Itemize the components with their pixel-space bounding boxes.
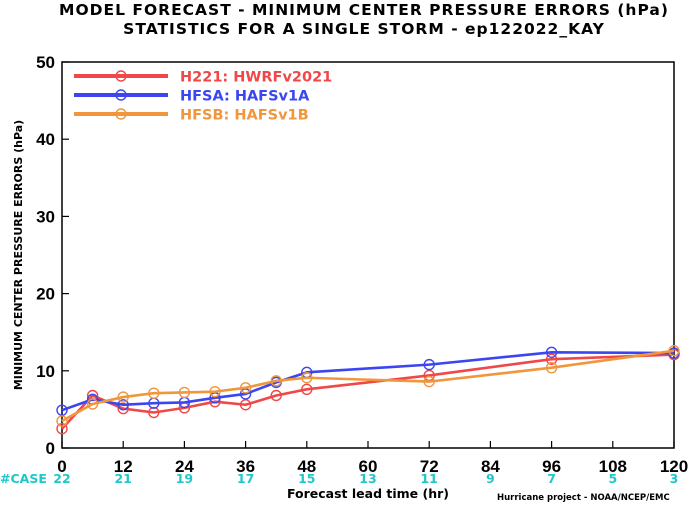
chart-title: MODEL FORECAST - MINIMUM CENTER PRESSURE…: [59, 1, 669, 19]
data-point: [270, 389, 282, 402]
legend-marker: [115, 70, 127, 82]
data-point: [178, 386, 191, 399]
data-point: [148, 387, 160, 399]
data-point: [56, 404, 68, 416]
case-count: 3: [670, 471, 679, 486]
case-count: 5: [608, 471, 617, 486]
case-count: 13: [359, 471, 376, 486]
series-layer: [56, 345, 680, 435]
data-point: [423, 375, 435, 388]
data-point: [117, 399, 129, 411]
legend-label: HFSB: HAFSv1B: [180, 108, 309, 124]
data-point: [117, 391, 129, 403]
data-point: [668, 345, 680, 357]
data-point: [270, 375, 282, 387]
case-row-label: #CASE: [0, 471, 47, 486]
legend-marker: [115, 108, 127, 120]
x-tick-label: 60: [359, 457, 378, 476]
data-point: [545, 346, 558, 358]
case-count: 17: [237, 471, 254, 486]
x-axis: 0 12 24 36 48 60 72 84 96 108 120: [57, 441, 688, 476]
x-tick-label: 72: [420, 457, 439, 476]
plot-frame: [61, 61, 675, 449]
data-point: [423, 358, 435, 371]
x-tick-label: 36: [236, 457, 255, 476]
series-line: [61, 349, 675, 423]
y-tick-label: 0: [46, 439, 55, 458]
legend-label: H221: HWRFv2021: [180, 70, 332, 86]
y-tick-label: 40: [36, 130, 55, 149]
y-tick-label: 20: [36, 285, 55, 304]
x-tick-label: 48: [297, 457, 316, 476]
case-count-row: #CASE 22 21 19 17 15 13 11 9 7 5 3: [0, 471, 678, 486]
data-point: [148, 406, 160, 419]
data-point: [239, 382, 252, 394]
x-tick-label: 120: [660, 457, 688, 476]
case-count: 7: [547, 471, 556, 486]
data-point: [301, 372, 313, 384]
data-point: [239, 399, 252, 411]
y-axis: 0 10 20 30 40 50: [36, 53, 69, 458]
legend-label: HFSA: HAFSv1A: [180, 89, 310, 105]
credit-text: Hurricane project - NOAA/NCEP/EMC: [497, 493, 670, 503]
data-point: [56, 415, 68, 427]
case-count: 22: [53, 471, 70, 486]
x-tick-label: 108: [599, 457, 627, 476]
case-count: 11: [420, 471, 437, 486]
data-point: [86, 398, 99, 410]
y-tick-label: 30: [36, 207, 55, 226]
x-tick-label: 0: [57, 457, 66, 476]
data-point: [56, 423, 68, 435]
data-point: [545, 353, 558, 365]
data-point: [209, 385, 221, 398]
data-point: [301, 383, 313, 396]
x-tick-label: 24: [175, 457, 194, 476]
case-count: 9: [486, 471, 495, 486]
x-tick-label: 12: [114, 457, 133, 476]
legend-marker: [115, 89, 127, 101]
case-count: 19: [176, 471, 193, 486]
chart-subtitle: STATISTICS FOR A SINGLE STORM - ep122022…: [123, 20, 605, 38]
case-count: 21: [114, 471, 131, 486]
y-tick-label: 50: [36, 53, 55, 72]
x-axis-label: Forecast lead time (hr): [287, 486, 449, 501]
y-axis-label: MINIMUM CENTER PRESSURE ERRORS (hPa): [12, 120, 25, 390]
data-point: [545, 362, 558, 374]
case-count: 15: [298, 471, 315, 486]
x-tick-label: 96: [542, 457, 561, 476]
x-tick-label: 84: [481, 457, 500, 476]
y-tick-label: 10: [36, 362, 55, 381]
legend: H221: HWRFv2021 HFSA: HAFSv1A HFSB: HAFSv1…: [74, 70, 332, 124]
